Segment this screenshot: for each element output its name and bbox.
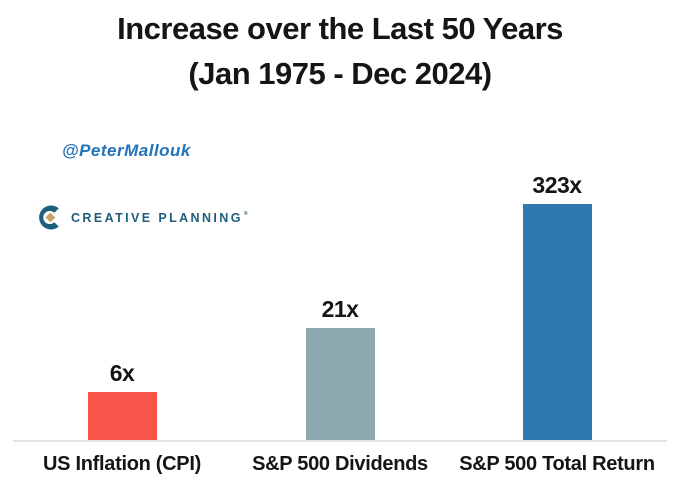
trademark-symbol: ® — [243, 211, 248, 218]
category-label: S&P 500 Dividends — [252, 453, 428, 475]
page-title-line2: (Jan 1975 - Dec 2024) — [188, 56, 492, 91]
bar-2 — [305, 328, 375, 440]
bar-3 — [522, 204, 592, 440]
bar-value-label: 323x — [532, 172, 582, 198]
bar-1 — [87, 392, 157, 440]
page-title: Increase over the Last 50 Years (Jan 197… — [0, 6, 680, 96]
category-label: US Inflation (CPI) — [43, 453, 201, 475]
page-title-line1: Increase over the Last 50 Years — [117, 11, 563, 46]
bar-value-label: 6x — [109, 360, 135, 386]
category-label: S&P 500 Total Return — [459, 453, 655, 475]
creative-planning-logo: CREATIVE PLANNING® — [35, 203, 248, 232]
bar-value-label: 21x — [321, 296, 359, 322]
x-axis-line — [13, 440, 667, 442]
creative-planning-logo-text: CREATIVE PLANNING — [71, 210, 243, 225]
creative-planning-c-icon — [35, 203, 64, 232]
twitter-handle: @PeterMallouk — [62, 141, 191, 160]
